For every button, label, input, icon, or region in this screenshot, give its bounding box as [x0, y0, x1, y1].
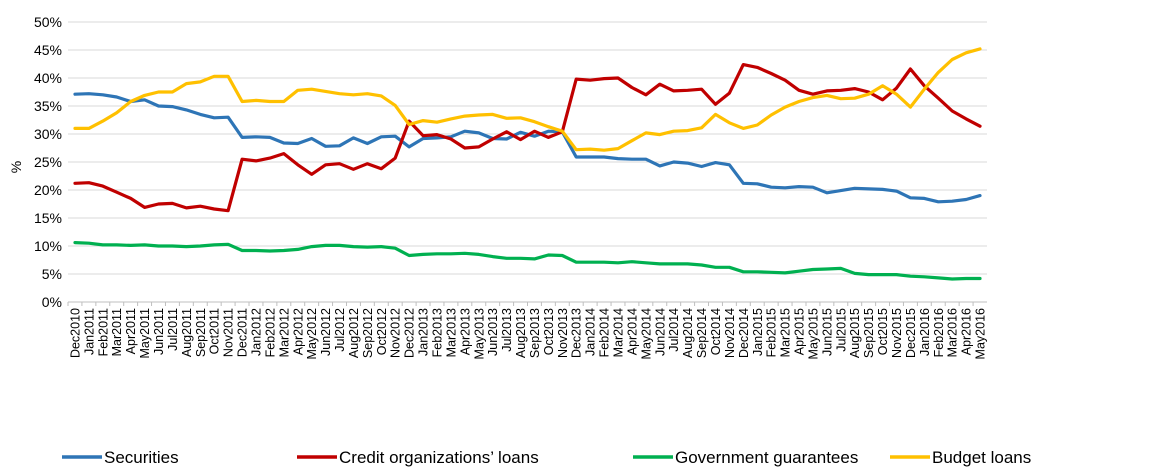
x-tick-label: Sep2014: [695, 308, 709, 358]
x-tick-label: Jun2011: [152, 308, 166, 355]
x-tick-label: Jun2015: [820, 308, 834, 356]
x-tick-label: Oct2011: [208, 308, 222, 354]
x-tick-label: Nov2015: [890, 308, 904, 358]
legend-item-government-guarantees: Government guarantees: [633, 448, 858, 467]
legend-item-budget-loans: Budget loans: [890, 448, 1031, 467]
x-tick-label: Aug2012: [347, 308, 361, 358]
x-tick-label: Dec2013: [570, 308, 584, 358]
y-tick-label: 35%: [34, 98, 62, 114]
x-tick-label: Dec2012: [403, 308, 417, 358]
x-tick-label: Oct2014: [709, 308, 723, 355]
x-tick-label: Jun2014: [653, 308, 667, 356]
x-tick-label: Apr2016: [960, 308, 974, 355]
x-tick-label: Dec2010: [68, 308, 82, 358]
x-tick-label: Apr2013: [458, 308, 472, 355]
x-tick-label: Dec2015: [904, 308, 918, 358]
x-tick-label: Mar2011: [110, 308, 124, 356]
x-tick-label: Feb2012: [263, 308, 277, 357]
y-axis-ticks: 0% 5% 10% 15% 20% 25% 30% 35% 40% 45% 50%: [34, 14, 62, 310]
legend: Securities Credit organizations’ loans G…: [62, 448, 1031, 467]
legend-item-securities: Securities: [62, 448, 179, 467]
x-tick-label: May2014: [639, 308, 653, 359]
y-tick-label: 40%: [34, 70, 62, 86]
series-line-securities: [73, 92, 982, 204]
series-line-credit-organizations-loans: [73, 62, 982, 213]
series-line-government-guarantees: [73, 241, 982, 281]
x-tick-label: Apr2011: [124, 308, 138, 354]
x-tick-label: Jan2016: [918, 308, 932, 356]
x-tick-label: Feb2016: [932, 308, 946, 357]
x-tick-label: Mar2013: [444, 308, 458, 357]
y-tick-label: 10%: [34, 238, 62, 254]
series-line-budget-loans: [73, 47, 982, 152]
series-lines: [73, 47, 982, 281]
y-tick-label: 50%: [34, 14, 62, 30]
x-tick-label: Oct2012: [375, 308, 389, 355]
y-tick-label: 25%: [34, 154, 62, 170]
legend-label-government-guarantees: Government guarantees: [675, 448, 858, 467]
x-tick-label: Jan2013: [417, 308, 431, 356]
x-tick-label: Mar2016: [946, 308, 960, 357]
x-tick-label: May2012: [305, 308, 319, 359]
x-tick-label: Jan2014: [584, 308, 598, 356]
legend-label-securities: Securities: [104, 448, 179, 467]
legend-label-credit-loans: Credit organizations’ loans: [339, 448, 539, 467]
x-tick-label: Jan2011: [82, 308, 96, 355]
x-tick-label: Nov2011: [222, 308, 236, 357]
x-tick-label: Feb2014: [598, 308, 612, 357]
x-tick-label: Mar2014: [612, 308, 626, 357]
x-tick-label: Feb2013: [430, 308, 444, 357]
x-tick-label: Jul2015: [834, 308, 848, 352]
legend-item-credit-loans: Credit organizations’ loans: [297, 448, 539, 467]
x-tick-label: Jun2013: [486, 308, 500, 356]
y-tick-label: 0%: [42, 294, 62, 310]
y-tick-label: 5%: [42, 266, 62, 282]
y-tick-label: 45%: [34, 42, 62, 58]
x-tick-label: Apr2014: [625, 308, 639, 355]
x-tick-label: Dec2011: [236, 308, 250, 357]
x-tick-label: Sep2012: [361, 308, 375, 358]
x-tick-label: Aug2011: [180, 308, 194, 357]
x-tick-label: Nov2013: [556, 308, 570, 358]
x-tick-label: Oct2015: [876, 308, 890, 355]
x-tick-label: Feb2015: [765, 308, 779, 357]
x-tick-label: Oct2013: [542, 308, 556, 355]
y-tick-label: 30%: [34, 126, 62, 142]
x-tick-label: Apr2015: [793, 308, 807, 355]
x-tick-label: Nov2014: [723, 308, 737, 358]
x-tick-label: May2011: [138, 308, 152, 359]
x-tick-label: Mar2015: [779, 308, 793, 357]
x-tick-label: Aug2014: [681, 308, 695, 358]
x-tick-label: May2015: [806, 308, 820, 359]
x-tick-label: Jan2015: [751, 308, 765, 356]
x-tick-label: Sep2013: [528, 308, 542, 358]
legend-label-budget-loans: Budget loans: [932, 448, 1031, 467]
x-tick-label: May2013: [472, 308, 486, 359]
x-tick-label: Nov2012: [389, 308, 403, 358]
x-tick-label: Dec2014: [737, 308, 751, 358]
x-tick-label: Aug2015: [848, 308, 862, 358]
x-tick-label: Mar2012: [277, 308, 291, 357]
x-tick-label: Jun2012: [319, 308, 333, 356]
x-tick-label: Sep2011: [194, 308, 208, 357]
x-tick-label: Aug2013: [514, 308, 528, 358]
x-tick-label: Jul2013: [500, 308, 514, 352]
x-tick-label: Sep2015: [862, 308, 876, 358]
x-tick-label: Jan2012: [249, 308, 263, 356]
x-tick-label: Feb2011: [96, 308, 110, 356]
y-axis-label: %: [8, 161, 24, 173]
y-tick-label: 15%: [34, 210, 62, 226]
x-tick-label: Jul2011: [166, 308, 180, 351]
x-tick-label: Jul2014: [667, 308, 681, 352]
x-tick-label: Apr2012: [291, 308, 305, 355]
x-tick-label: Jul2012: [333, 308, 347, 352]
x-tick-label: May2016: [974, 308, 988, 359]
y-tick-label: 20%: [34, 182, 62, 198]
x-axis-ticks: Dec2010 Jan2011 Feb2011 Mar2011 Apr2011 May20…: [67, 302, 988, 359]
